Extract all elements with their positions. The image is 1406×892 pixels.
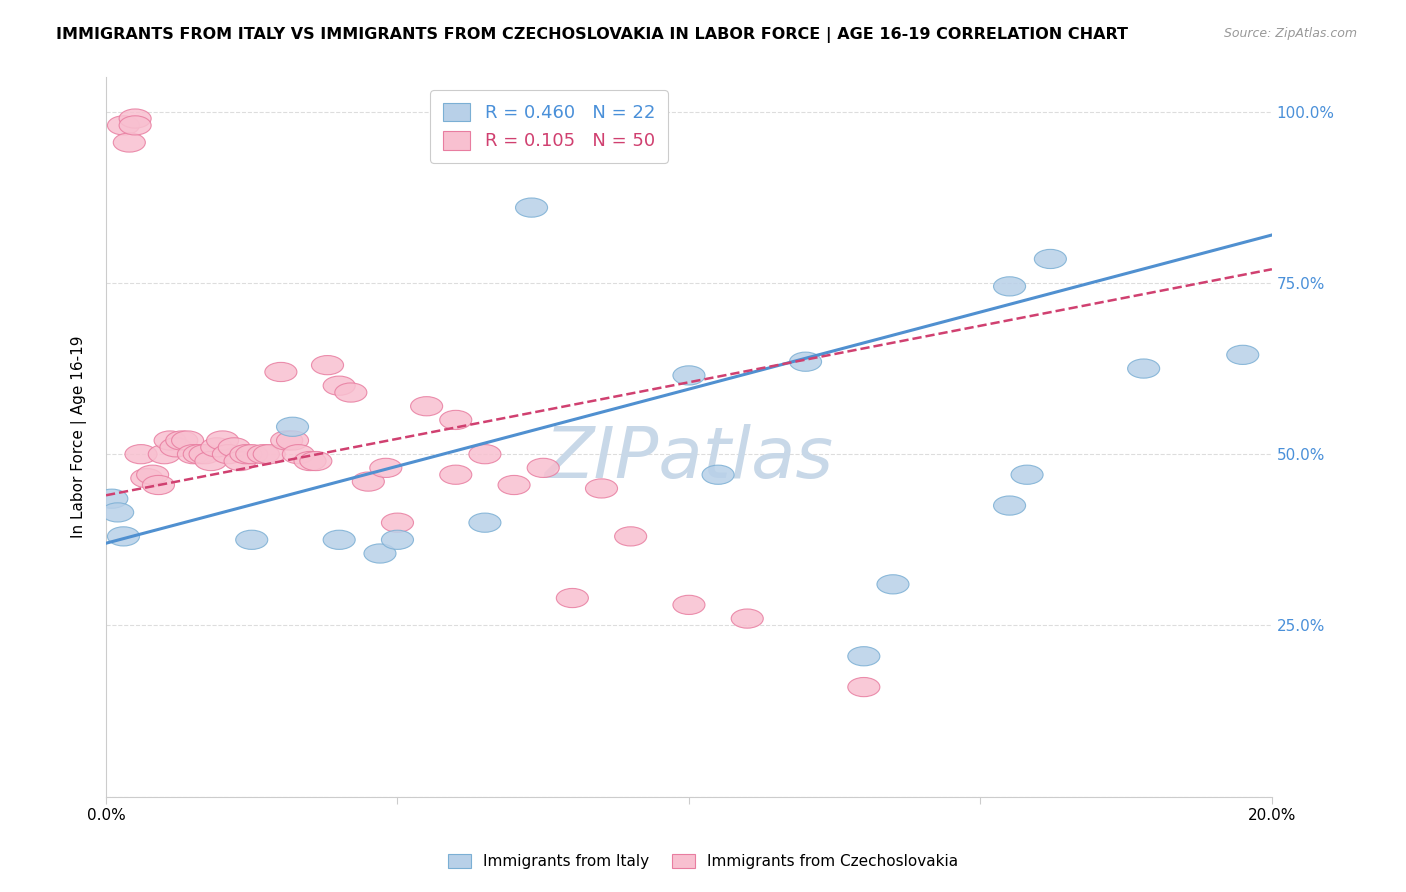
Ellipse shape: [125, 444, 157, 464]
Ellipse shape: [114, 133, 145, 153]
Ellipse shape: [247, 444, 280, 464]
Ellipse shape: [848, 647, 880, 665]
Ellipse shape: [166, 431, 198, 450]
Ellipse shape: [440, 410, 472, 430]
Ellipse shape: [848, 678, 880, 697]
Ellipse shape: [440, 109, 472, 128]
Ellipse shape: [614, 527, 647, 546]
Ellipse shape: [1011, 465, 1043, 484]
Ellipse shape: [277, 417, 308, 436]
Ellipse shape: [516, 198, 547, 217]
Ellipse shape: [271, 431, 302, 450]
Legend: Immigrants from Italy, Immigrants from Czechoslovakia: Immigrants from Italy, Immigrants from C…: [441, 848, 965, 875]
Ellipse shape: [142, 475, 174, 494]
Ellipse shape: [323, 376, 356, 395]
Ellipse shape: [1226, 345, 1258, 365]
Ellipse shape: [585, 479, 617, 498]
Ellipse shape: [120, 109, 152, 128]
Ellipse shape: [312, 356, 343, 375]
Ellipse shape: [294, 451, 326, 471]
Ellipse shape: [160, 438, 193, 457]
Ellipse shape: [148, 444, 180, 464]
Ellipse shape: [236, 530, 267, 549]
Ellipse shape: [218, 438, 250, 457]
Ellipse shape: [107, 116, 139, 135]
Ellipse shape: [299, 451, 332, 471]
Ellipse shape: [323, 530, 356, 549]
Ellipse shape: [277, 431, 308, 450]
Ellipse shape: [253, 444, 285, 464]
Ellipse shape: [440, 465, 472, 484]
Ellipse shape: [183, 444, 215, 464]
Text: IMMIGRANTS FROM ITALY VS IMMIGRANTS FROM CZECHOSLOVAKIA IN LABOR FORCE | AGE 16-: IMMIGRANTS FROM ITALY VS IMMIGRANTS FROM…: [56, 27, 1128, 43]
Text: ZIPatlas: ZIPatlas: [544, 424, 834, 493]
Ellipse shape: [731, 609, 763, 628]
Ellipse shape: [229, 444, 262, 464]
Ellipse shape: [195, 451, 226, 471]
Ellipse shape: [527, 458, 560, 477]
Ellipse shape: [364, 544, 396, 563]
Ellipse shape: [155, 431, 186, 450]
Ellipse shape: [994, 277, 1025, 296]
Ellipse shape: [877, 574, 910, 594]
Ellipse shape: [224, 451, 256, 471]
Text: Source: ZipAtlas.com: Source: ZipAtlas.com: [1223, 27, 1357, 40]
Ellipse shape: [498, 475, 530, 494]
Ellipse shape: [702, 465, 734, 484]
Ellipse shape: [177, 444, 209, 464]
Ellipse shape: [468, 513, 501, 533]
Ellipse shape: [188, 444, 221, 464]
Ellipse shape: [381, 513, 413, 533]
Ellipse shape: [1128, 359, 1160, 378]
Ellipse shape: [1035, 250, 1066, 268]
Ellipse shape: [101, 503, 134, 522]
Ellipse shape: [207, 431, 239, 450]
Ellipse shape: [236, 444, 267, 464]
Ellipse shape: [790, 352, 821, 371]
Ellipse shape: [557, 589, 588, 607]
Ellipse shape: [172, 431, 204, 450]
Ellipse shape: [381, 530, 413, 549]
Ellipse shape: [136, 465, 169, 484]
Ellipse shape: [212, 444, 245, 464]
Ellipse shape: [283, 444, 315, 464]
Ellipse shape: [96, 489, 128, 508]
Ellipse shape: [335, 383, 367, 402]
Ellipse shape: [994, 496, 1025, 516]
Ellipse shape: [673, 366, 704, 385]
Ellipse shape: [673, 595, 704, 615]
Ellipse shape: [370, 458, 402, 477]
Ellipse shape: [353, 472, 384, 491]
Ellipse shape: [107, 527, 139, 546]
Ellipse shape: [264, 362, 297, 382]
Legend: R = 0.460   N = 22, R = 0.105   N = 50: R = 0.460 N = 22, R = 0.105 N = 50: [430, 90, 668, 163]
Ellipse shape: [468, 444, 501, 464]
Ellipse shape: [411, 397, 443, 416]
Y-axis label: In Labor Force | Age 16-19: In Labor Force | Age 16-19: [72, 335, 87, 538]
Ellipse shape: [201, 438, 233, 457]
Ellipse shape: [131, 468, 163, 488]
Ellipse shape: [120, 116, 152, 135]
